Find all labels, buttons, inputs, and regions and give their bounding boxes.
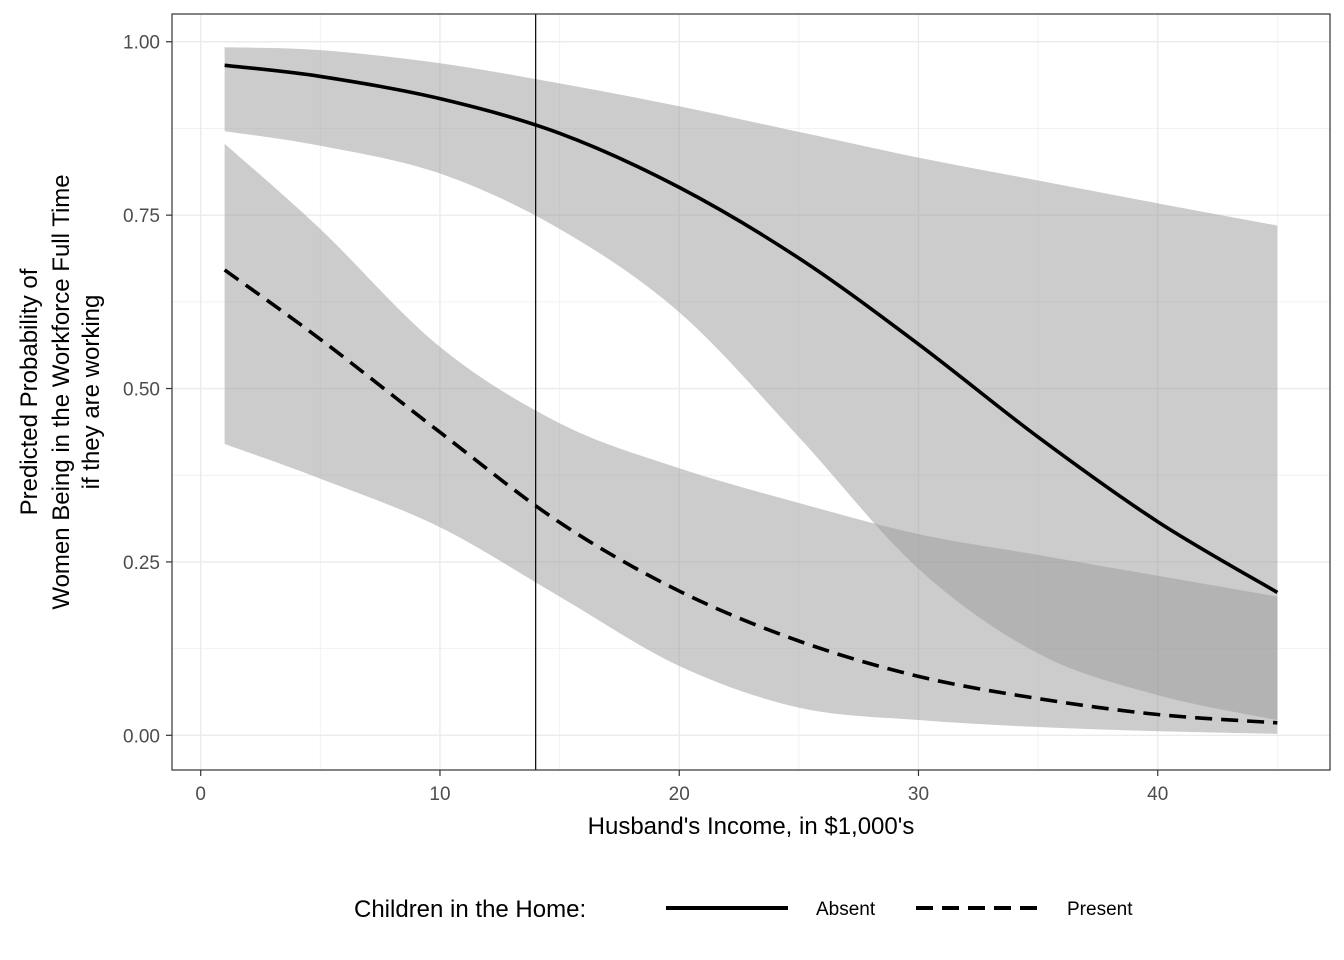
y-axis-title-line-1: Predicted Probability of: [16, 268, 43, 515]
x-tick-label: 30: [908, 784, 929, 805]
y-axis-title: Predicted Probability of Women Being in …: [16, 174, 105, 609]
y-axis-title-line-2: Women Being in the Workforce Full Time: [48, 174, 75, 609]
x-tick-label: 0: [195, 784, 206, 805]
x-tick-label: 20: [669, 784, 690, 805]
legend-title: Children in the Home:: [354, 896, 586, 923]
panel-border: [171, 13, 1331, 771]
confidence-ribbons: [224, 47, 1278, 734]
series-lines: [223, 63, 1279, 725]
y-tick-label: 0.00: [123, 726, 160, 747]
y-tick-label: 0.25: [123, 553, 160, 574]
legend: Children in the Home: Absent Present: [354, 896, 1133, 923]
x-tick-label: 40: [1147, 784, 1168, 805]
legend-label-present: Present: [1067, 899, 1133, 920]
y-tick-label: 0.75: [123, 206, 160, 227]
series-line-absent: [224, 63, 1279, 594]
series-line-present: [223, 268, 1278, 725]
x-axis-title: Husband's Income, in $1,000's: [588, 813, 915, 840]
x-tick-label: 10: [429, 784, 450, 805]
legend-label-absent: Absent: [816, 899, 876, 920]
y-axis-ticks: 0.00 0.25 0.50 0.75 1.00: [123, 33, 172, 747]
ribbon-present: [224, 143, 1278, 734]
x-axis-ticks: 0 10 20 30 40: [195, 770, 1168, 805]
y-axis-title-line-3: if they are working: [78, 295, 105, 490]
y-tick-label: 1.00: [123, 33, 160, 54]
y-tick-label: 0.50: [123, 380, 160, 401]
